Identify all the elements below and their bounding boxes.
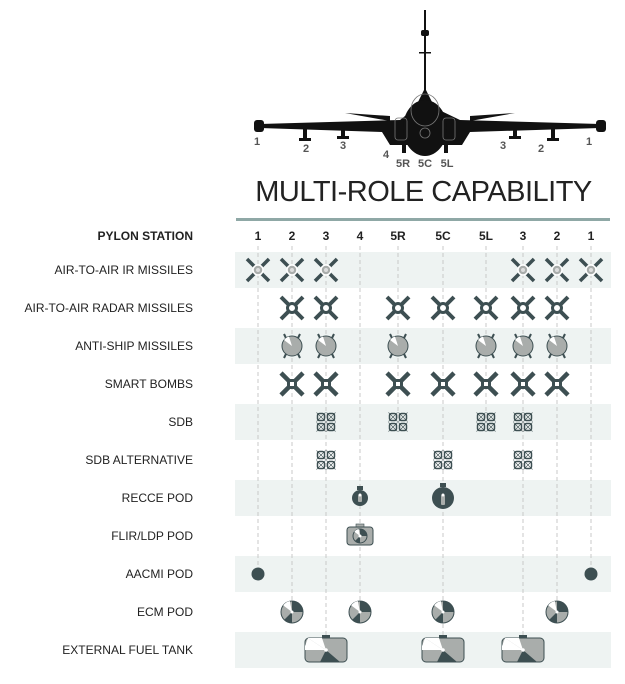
station-column-header: 2 [553,229,561,243]
capability-row [235,366,611,402]
aircraft-pylon-label: 5C [417,158,433,170]
aircraft-pylon-label: 5L [440,158,454,170]
capability-label: AACMI POD [125,567,193,581]
capability-label: ANTI-SHIP MISSILES [75,339,193,353]
capability-row [235,404,611,440]
station-column-header: 5C [435,229,451,243]
capability-row [235,252,611,288]
capability-label: EXTERNAL FUEL TANK [62,643,193,657]
station-column-header: 2 [288,229,296,243]
station-column-header: 3 [322,229,330,243]
capability-label: AIR-TO-AIR IR MISSILES [54,263,193,277]
title-divider [236,218,610,221]
capability-label: ECM POD [136,605,193,619]
capability-label: SDB ALTERNATIVE [85,453,193,467]
capability-row [235,290,611,326]
capability-label: AIR-TO-AIR RADAR MISSILES [24,301,193,315]
capability-label: RECCE POD [121,491,193,505]
station-column-header: 5R [390,229,406,243]
station-column-header: 1 [587,229,595,243]
capability-label: FLIR/LDP POD [111,529,193,543]
page-title: MULTI-ROLE CAPABILITY [255,176,592,208]
station-column-header: 5L [478,229,494,243]
aircraft-pylon-label: 4 [382,149,390,161]
station-column-header: 4 [356,229,364,243]
aircraft-front-view [254,10,606,156]
capability-row [235,480,611,516]
capability-row [235,518,611,554]
aircraft-pylon-label: 1 [253,136,261,148]
aircraft-pylon-label: 2 [537,143,545,155]
station-column-header: 1 [254,229,262,243]
aircraft-pylon-label: 5R [395,158,411,170]
aircraft-pylon-label: 2 [302,143,310,155]
aircraft-pylon-label: 3 [499,140,507,152]
capability-row [235,594,611,630]
capability-row [235,442,611,478]
aircraft-pylon-label: 1 [585,136,593,148]
aircraft-pylon-label: 3 [339,140,347,152]
capability-row [235,328,611,364]
capability-label: SMART BOMBS [104,377,193,391]
capability-row [235,632,611,668]
pylon-station-header: PYLON STATION [97,229,193,243]
capability-label: SDB [168,415,193,429]
capability-row [235,556,611,592]
station-column-header: 3 [519,229,527,243]
